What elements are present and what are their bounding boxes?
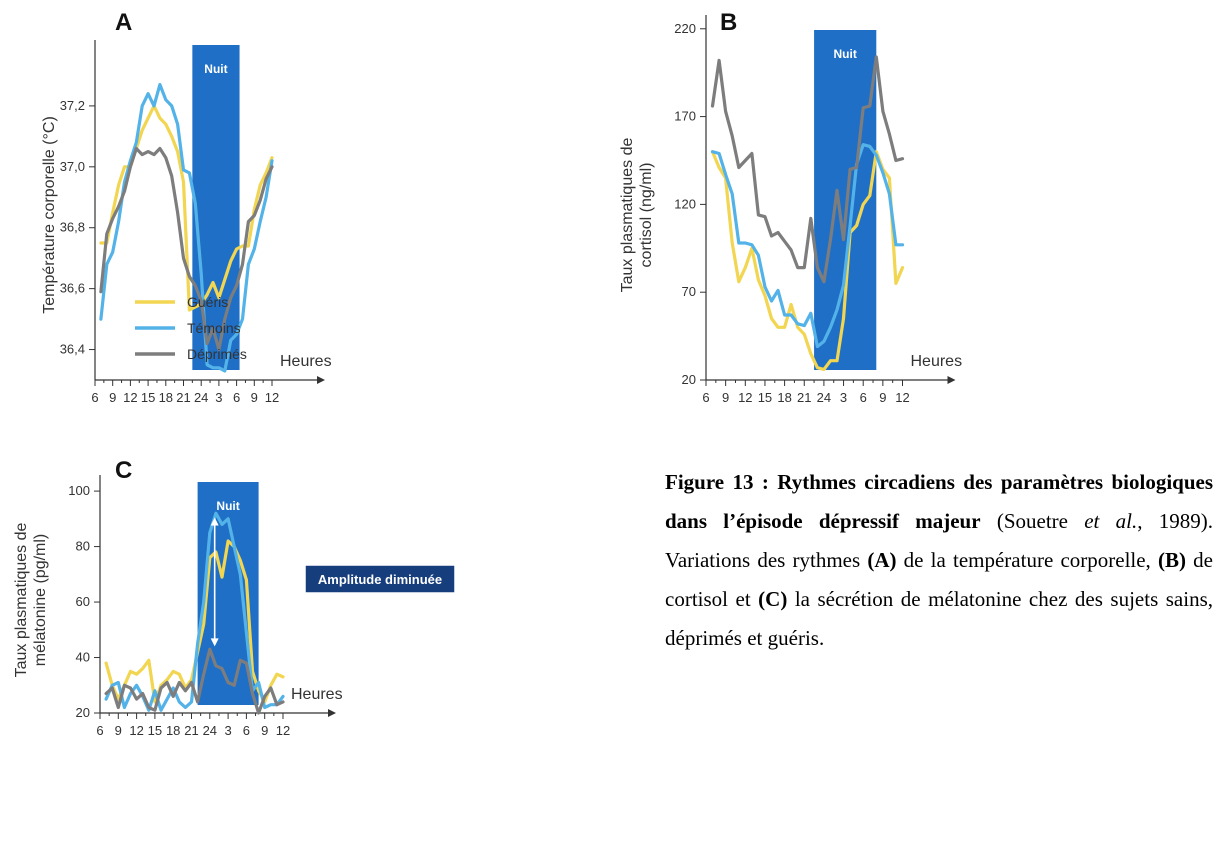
chart-c-y-axis-title: Taux plasmatiques de mélatonine (pg/ml) <box>13 523 49 678</box>
chart-b-y-axis-title: Taux plasmatiques de cortisol (ng/ml) <box>619 138 655 293</box>
chart-b-night-label: Nuit <box>834 47 857 61</box>
caption-title: Rythmes circadiens des paramètres biolog… <box>665 470 1214 533</box>
caption-figure-number: Figure 13 : <box>665 470 769 494</box>
chart-a-series-deprimes <box>99 146 274 352</box>
caption-citation-open: (Souetre <box>996 509 1085 533</box>
chart-a-y-tick-label: 37,2 <box>60 98 85 113</box>
chart-a-x-tick-label: 6 <box>91 390 98 405</box>
chart-c-amplitude-arrowhead-down <box>210 638 219 647</box>
chart-a-night-label: Nuit <box>204 62 227 76</box>
chart-b-x-tick-label: 6 <box>702 390 709 405</box>
caption-ref-c: (C) <box>758 587 788 611</box>
chart-a-x-tick-label: 6 <box>233 390 240 405</box>
chart-b-x-axis-title: Heures <box>911 353 963 370</box>
chart-a-y-tick-label: 37,0 <box>60 159 85 174</box>
chart-c-x-tick-label: 3 <box>224 723 231 738</box>
caption-citation-etal: et al. <box>1084 509 1138 533</box>
chart-c-x-tick-label: 9 <box>261 723 268 738</box>
caption-text-1: de la température corporelle, <box>896 548 1158 572</box>
chart-a-night-band <box>192 45 240 370</box>
chart-b-y-tick-label: 170 <box>674 109 696 124</box>
chart-c-y-tick-label: 80 <box>76 539 90 554</box>
chart-c-x-tick-label: 18 <box>166 723 180 738</box>
chart-a-x-tick-label: 15 <box>141 390 155 405</box>
chart-b-x-tick-label: 12 <box>738 390 752 405</box>
chart-c-x-tick-label: 15 <box>148 723 162 738</box>
chart-a-x-tick-label: 9 <box>251 390 258 405</box>
chart-c-y-tick-label: 20 <box>76 705 90 720</box>
chart-b-series-temoins <box>710 143 905 349</box>
chart-c-x-tick-label: 6 <box>243 723 250 738</box>
chart-c-annotation-label: Amplitude diminuée <box>318 572 442 587</box>
chart-a-x-axis-title: Heures <box>280 353 332 370</box>
chart-a-x-tick-label: 12 <box>123 390 137 405</box>
chart-b-series-deprimes <box>710 55 905 284</box>
chart-c-y-tick-label: 100 <box>68 483 90 498</box>
chart-c-annotation-box <box>304 564 456 594</box>
chart-a-legend-label-temoins: Témoins <box>187 320 241 336</box>
chart-a-x-tick-label: 3 <box>215 390 222 405</box>
chart-b-x-tick-label: 6 <box>860 390 867 405</box>
chart-b-y-tick-label: 220 <box>674 21 696 36</box>
chart-a-y-tick-label: 36,6 <box>60 281 85 296</box>
chart-b-x-axis-arrow <box>947 376 956 384</box>
chart-c-series-deprimes <box>104 647 285 715</box>
caption-citation-close: , 1989). Variations des rythmes <box>665 509 1213 572</box>
chart-a-x-tick-label: 24 <box>194 390 208 405</box>
chart-c-night-label: Nuit <box>216 499 239 513</box>
chart-c-series-temoins <box>104 511 285 712</box>
chart-b-x-tick-label: 12 <box>895 390 909 405</box>
chart-b-x-tick-label: 9 <box>879 390 886 405</box>
chart-c-amplitude-arrowhead-up <box>210 517 219 526</box>
chart-a-x-tick-label: 9 <box>109 390 116 405</box>
chart-c-x-tick-label: 21 <box>184 723 198 738</box>
chart-b-y-tick-label: 20 <box>682 372 696 387</box>
chart-c-x-axis-arrow <box>328 709 336 717</box>
figure-caption: Figure 13 : Rythmes circadiens des param… <box>665 463 1213 658</box>
chart-b-x-tick-label: 18 <box>777 390 791 405</box>
chart-c-x-axis-title: Heures <box>291 686 343 703</box>
chart-b-y-tick-label: 120 <box>674 196 696 211</box>
chart-a-series-temoins <box>99 82 274 373</box>
chart-c-x-tick-label: 24 <box>203 723 217 738</box>
chart-a-x-axis-arrow <box>317 376 325 384</box>
chart-c-x-tick-label: 9 <box>115 723 122 738</box>
chart-c-x-tick-label: 12 <box>129 723 143 738</box>
chart-a-x-tick-label: 21 <box>176 390 190 405</box>
chart-a-panel-label: A <box>115 9 132 36</box>
chart-c-x-tick-label: 6 <box>96 723 103 738</box>
chart-c-panel-label: C <box>115 457 132 484</box>
chart-a-legend-label-deprimes: Déprimés <box>187 346 247 362</box>
chart-b-y-tick-label: 70 <box>682 284 696 299</box>
chart-b-panel-label: B <box>720 9 737 36</box>
chart-b-x-tick-label: 15 <box>758 390 772 405</box>
caption-ref-a: (A) <box>867 548 897 572</box>
chart-a-x-tick-label: 12 <box>265 390 279 405</box>
chart-b-x-tick-label: 21 <box>797 390 811 405</box>
chart-b-x-tick-label: 24 <box>817 390 831 405</box>
chart-c-y-tick-label: 40 <box>76 650 90 665</box>
chart-c-y-tick-label: 60 <box>76 594 90 609</box>
chart-a-y-axis-title: Température corporelle (°C) <box>41 116 58 314</box>
caption-ref-b: (B) <box>1158 548 1186 572</box>
chart-b-x-tick-label: 3 <box>840 390 847 405</box>
chart-b-series-gueris <box>710 150 905 372</box>
chart-c-x-tick-label: 12 <box>276 723 290 738</box>
chart-b-x-tick-label: 9 <box>722 390 729 405</box>
caption-text-2: de cortisol et <box>665 548 1213 611</box>
chart-a-y-tick-label: 36,4 <box>60 342 85 357</box>
caption-text-3: la sécrétion de mélatonine chez des suje… <box>665 587 1213 650</box>
chart-a-x-tick-label: 18 <box>159 390 173 405</box>
chart-a-y-tick-label: 36,8 <box>60 220 85 235</box>
chart-a-legend-label-gueris: Guéris <box>187 294 228 310</box>
